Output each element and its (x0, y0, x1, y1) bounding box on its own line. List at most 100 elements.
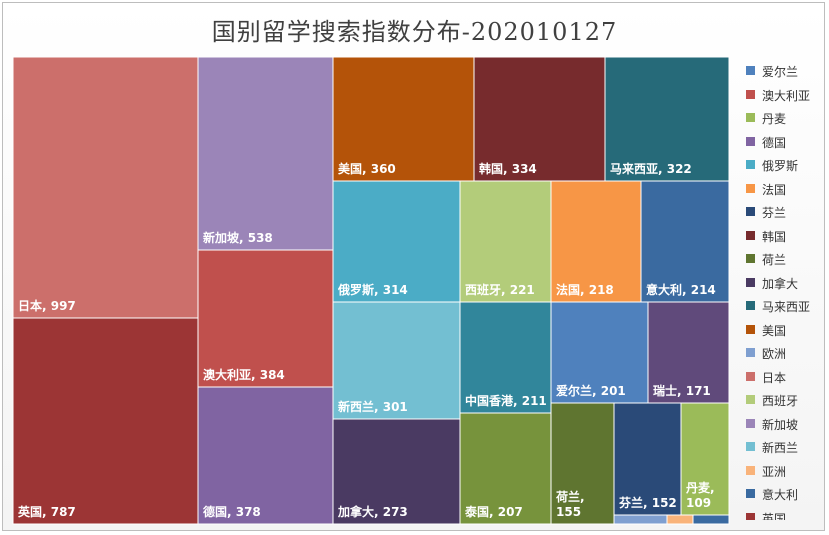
tile-欧洲 (613, 514, 668, 525)
tile-芬兰: 芬兰, 152 (613, 402, 682, 516)
tile-rect-新西兰 (332, 301, 461, 420)
tile-rect-德国 (197, 386, 334, 525)
legend-swatch (746, 230, 755, 240)
legend-swatch (746, 418, 755, 428)
tile-rect-中国香港 (459, 301, 552, 414)
tile-rect-丹麦 (680, 402, 730, 516)
legend: 爱尔兰澳大利亚丹麦德国俄罗斯法国芬兰韩国荷兰加拿大马来西亚美国欧洲日本西班牙新加… (740, 57, 822, 520)
chart-title: 国别留学搜索指数分布-202010127 (211, 18, 618, 46)
tile-label-芬兰: 芬兰, 152 (618, 495, 677, 510)
legend-label: 澳大利亚 (762, 88, 811, 103)
tile-rect-欧洲 (613, 514, 668, 525)
legend-swatch (746, 183, 755, 193)
legend-label: 爱尔兰 (762, 65, 799, 79)
tile-label-意大利: 意大利, 214 (646, 282, 716, 297)
legend-label: 芬兰 (762, 206, 787, 220)
tile-西班牙: 西班牙, 221 (459, 180, 552, 303)
tile-美国: 美国, 360 (332, 56, 475, 182)
tile-label-瑞士: 瑞士, 171 (653, 383, 711, 398)
tile-瑞士: 瑞士, 171 (647, 301, 730, 404)
tile-label-法国: 法国, 218 (556, 282, 614, 297)
tile-label-韩国: 韩国, 334 (479, 161, 537, 176)
legend-swatch (746, 207, 755, 216)
legend-label: 荷兰 (762, 253, 787, 267)
legend-swatch (746, 160, 755, 169)
tile-rect-荷兰 (550, 402, 615, 525)
tile-rect-意大利 (640, 180, 730, 303)
tile-label-泰国: 泰国, 207 (464, 504, 523, 519)
tile-新西兰: 新西兰, 301 (332, 301, 461, 420)
tile-label-新西兰: 新西兰, 301 (338, 399, 408, 414)
tile-label-俄罗斯: 俄罗斯, 314 (337, 282, 408, 297)
legend-label: 法国 (762, 182, 787, 197)
legend-label: 日本 (762, 370, 787, 385)
legend-label: 欧洲 (762, 347, 787, 361)
legend-label: 意大利 (762, 488, 799, 502)
tile-德国: 德国, 378 (197, 386, 334, 525)
tile-rect-韩国 (473, 56, 606, 182)
tile-rect-法国 (550, 180, 642, 303)
tile-label-新加坡: 新加坡, 538 (203, 230, 273, 245)
tile-label-荷兰: 荷兰, 155 (555, 489, 585, 519)
tile-泰国: 泰国, 207 (459, 412, 552, 525)
tile-label-英国: 英国, 787 (18, 504, 76, 519)
tile-label-澳大利亚: 澳大利亚, 384 (203, 367, 285, 382)
legend-swatch (746, 66, 755, 75)
tile-rect-马来西亚 (604, 56, 730, 182)
tile-label-马来西亚: 马来西亚, 322 (610, 161, 692, 176)
legend-swatch (746, 489, 755, 498)
tile-rect-新加坡 (197, 56, 334, 251)
legend-swatch (746, 512, 755, 520)
legend-label: 韩国 (762, 229, 787, 244)
tile-荷兰: 荷兰, 155 (550, 402, 615, 525)
tile-label-爱尔兰: 爱尔兰, 201 (556, 383, 626, 398)
tile-法国: 法国, 218 (550, 180, 642, 303)
tile-意大利: 意大利, 214 (640, 180, 730, 303)
legend-label: 新加坡 (762, 417, 799, 432)
legend-swatch (746, 395, 755, 404)
tile-新加坡: 新加坡, 538 (197, 56, 334, 251)
tile-rect-加拿大 (332, 418, 461, 525)
legend-swatch (746, 277, 755, 287)
tile-label-中国香港: 中国香港, 211 (465, 393, 547, 408)
legend-swatch (746, 254, 755, 263)
legend-swatch (746, 465, 755, 475)
tile-俄罗斯: 俄罗斯, 314 (332, 180, 461, 303)
legend-label: 加拿大 (762, 276, 799, 291)
tile-label-加拿大: 加拿大, 273 (337, 504, 408, 519)
tile-label-美国: 美国, 360 (338, 161, 396, 176)
tile-rect-英国 (12, 317, 199, 525)
legend-swatch (746, 89, 755, 99)
legend-label: 美国 (762, 323, 787, 338)
legend-label: 英国 (762, 511, 787, 521)
tile-加拿大: 加拿大, 273 (332, 418, 461, 525)
tile-英国: 英国, 787 (12, 317, 199, 525)
tile-日本: 日本, 997 (12, 56, 199, 319)
legend-label: 俄罗斯 (762, 159, 799, 173)
legend-swatch (746, 348, 755, 357)
tile-rect-美国 (332, 56, 475, 182)
tile-label-丹麦: 丹麦, 109 (686, 480, 715, 510)
tile-label-日本: 日本, 997 (18, 298, 76, 313)
tile-中国香港: 中国香港, 211 (459, 301, 552, 414)
legend-swatch (746, 301, 755, 310)
tile-意大利 (692, 514, 730, 525)
tile-label-德国: 德国, 378 (203, 504, 261, 519)
tile-rect-泰国 (459, 412, 552, 525)
legend-label: 德国 (762, 135, 787, 150)
tile-亚洲 (666, 514, 694, 525)
tile-爱尔兰: 爱尔兰, 201 (550, 301, 649, 404)
legend-label: 新西兰 (762, 441, 799, 455)
legend-label: 丹麦 (762, 112, 787, 126)
tile-澳大利亚: 澳大利亚, 384 (197, 249, 334, 388)
tile-丹麦: 丹麦, 109 (680, 402, 730, 516)
legend-label: 亚洲 (762, 464, 787, 479)
tile-rect-意大利 (692, 514, 730, 525)
tile-韩国: 韩国, 334 (473, 56, 606, 182)
legend-label: 西班牙 (762, 394, 799, 408)
tile-rect-澳大利亚 (197, 249, 334, 388)
legend-swatch (746, 324, 755, 334)
tile-label-西班牙: 西班牙, 221 (465, 282, 535, 297)
legend-label: 马来西亚 (762, 300, 811, 314)
